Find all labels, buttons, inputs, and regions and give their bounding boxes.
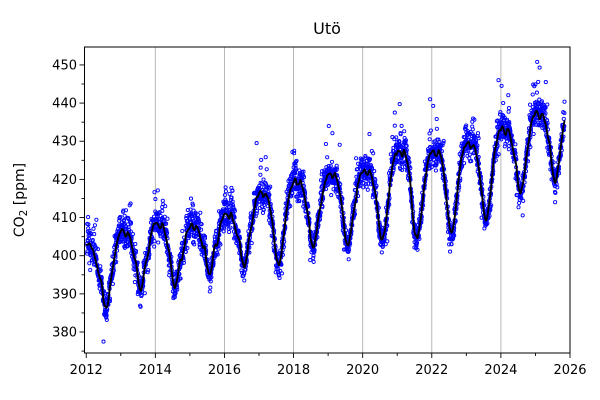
y-axis-label-subscript: 2	[18, 210, 30, 217]
plot-frame	[84, 46, 571, 354]
y-tick-label: 410	[52, 211, 77, 226]
x-axis-tick-labels: 2012 2014 2016 2018 2020 2022 2024 2026	[70, 363, 587, 378]
y-tick-label: 420	[52, 173, 77, 188]
y-tick-label: 390	[52, 287, 77, 302]
trend-line	[85, 109, 566, 309]
x-tick-label: 2024	[484, 363, 517, 378]
trend-line-path	[85, 109, 566, 309]
y-tick-label: 380	[52, 326, 77, 341]
y-tick-label: 440	[52, 97, 77, 112]
chart-title: Utö	[313, 19, 341, 38]
x-axis-ticks	[85, 353, 571, 358]
y-tick-label: 450	[52, 58, 77, 73]
x-tick-label: 2026	[553, 363, 586, 378]
y-tick-label: 430	[52, 135, 77, 150]
y-axis-label: CO2 [ppm]	[12, 163, 30, 237]
x-tick-label: 2014	[139, 363, 172, 378]
y-axis-label-main: CO	[12, 216, 28, 237]
y-axis-ticks	[79, 64, 85, 352]
y-axis-label-units: [ppm]	[12, 163, 28, 210]
x-tick-label: 2022	[415, 363, 448, 378]
x-tick-label: 2020	[346, 363, 379, 378]
x-tick-label: 2018	[277, 363, 310, 378]
x-tick-label: 2012	[70, 363, 103, 378]
x-tick-label: 2016	[208, 363, 241, 378]
y-axis-tick-labels: 380 390 400 410 420 430 440 450	[52, 58, 77, 340]
y-tick-label: 400	[52, 249, 77, 264]
